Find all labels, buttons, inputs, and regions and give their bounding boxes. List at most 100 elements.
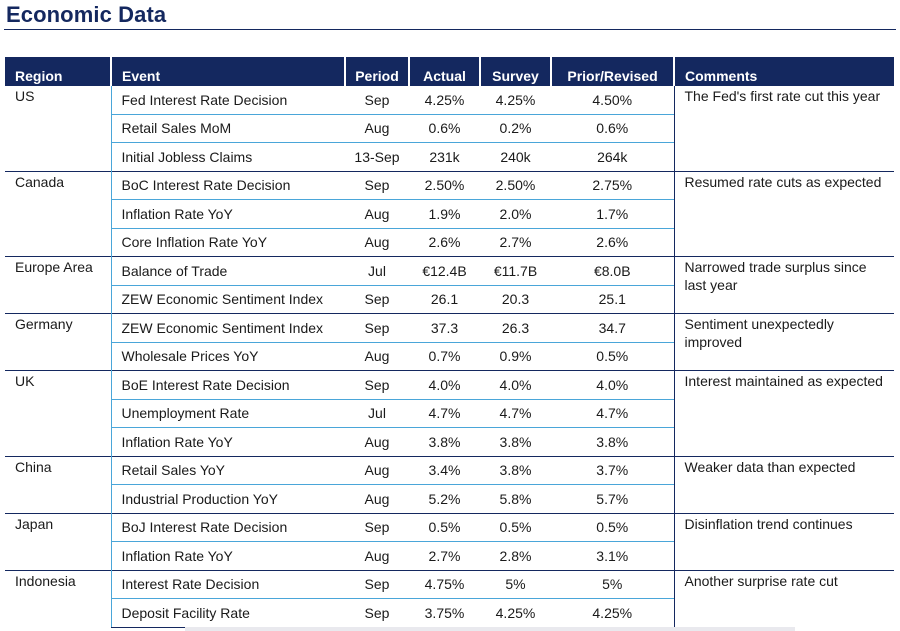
table-row: Canada BoC Interest Rate Decision Sep 2.50%… bbox=[5, 170, 894, 257]
event-cell: Initial Jobless Claims bbox=[110, 142, 345, 171]
prior-revised-cell: 0.6% bbox=[551, 113, 674, 143]
actual-cell: 231k bbox=[409, 142, 480, 171]
actual-cell: 2.6% bbox=[409, 227, 480, 257]
survey-cell: 4.0% bbox=[480, 370, 551, 399]
survey-cell: 4.7% bbox=[480, 398, 551, 428]
prior-revised-cell: 5% bbox=[551, 569, 674, 599]
column-header-region: Region bbox=[5, 57, 112, 86]
event-cell: Deposit Facility Rate bbox=[110, 598, 345, 628]
prior-revised-cell: 25.1 bbox=[551, 284, 674, 314]
event-cell: ZEW Economic Sentiment Index bbox=[110, 284, 345, 314]
period-cell: Sep bbox=[345, 85, 409, 114]
event-cell: Core Inflation Rate YoY bbox=[110, 227, 345, 257]
survey-cell: 5% bbox=[480, 569, 551, 599]
event-cell: BoJ Interest Rate Decision bbox=[110, 512, 345, 542]
survey-cell: 0.2% bbox=[480, 113, 551, 143]
horizontal-scrollbar-hint bbox=[185, 627, 795, 631]
table-body: US Fed Interest Rate Decision Sep 4.25% 4.25… bbox=[5, 85, 894, 628]
table-row: UK BoE Interest Rate Decision Sep 4.0% 4.0% 4… bbox=[5, 370, 894, 456]
region-cell: Canada bbox=[5, 170, 111, 257]
survey-cell: 0.5% bbox=[480, 512, 551, 542]
column-header-prior-revised: Prior/Revised bbox=[551, 57, 675, 86]
survey-cell: 2.0% bbox=[480, 199, 551, 228]
column-header-actual: Actual bbox=[409, 57, 481, 86]
survey-cell: 3.8% bbox=[480, 427, 551, 456]
period-cell: 13-Sep bbox=[345, 142, 409, 171]
table-row: Unemployment Rate Jul 4.7% 4.7% 4.7% bbox=[5, 398, 894, 428]
prior-revised-cell: €8.0B bbox=[551, 256, 674, 285]
comment-cell: Interest maintained as expected bbox=[673, 370, 894, 456]
table-row: Inflation Rate YoY Aug 1.9% 2.0% 1.7% bbox=[5, 199, 894, 228]
prior-revised-cell: 3.7% bbox=[551, 455, 674, 485]
period-cell: Sep bbox=[345, 598, 409, 628]
period-cell: Aug bbox=[345, 341, 409, 371]
survey-cell: 240k bbox=[480, 142, 551, 171]
table-row: Japan BoJ Interest Rate Decision Sep 0.5% 0.… bbox=[5, 512, 894, 570]
event-cell: Inflation Rate YoY bbox=[110, 541, 345, 570]
table-row: Europe Area Balance of Trade Jul €12.4B €11.… bbox=[5, 256, 894, 314]
table-row: US Fed Interest Rate Decision Sep 4.25% 4.25… bbox=[5, 85, 894, 171]
prior-revised-cell: 264k bbox=[551, 142, 674, 171]
actual-cell: 26.1 bbox=[409, 284, 480, 314]
event-cell: Interest Rate Decision bbox=[110, 569, 345, 599]
actual-cell: 2.50% bbox=[409, 170, 480, 200]
prior-revised-cell: 0.5% bbox=[551, 512, 674, 542]
period-cell: Aug bbox=[345, 541, 409, 570]
actual-cell: 3.75% bbox=[409, 598, 480, 628]
comment-cell: The Fed's first rate cut this year bbox=[673, 85, 894, 171]
period-cell: Sep bbox=[345, 284, 409, 314]
event-cell: Retail Sales YoY bbox=[110, 455, 345, 485]
comment-cell: Disinflation trend continues bbox=[673, 512, 894, 570]
prior-revised-cell: 34.7 bbox=[551, 313, 674, 342]
period-cell: Aug bbox=[345, 113, 409, 143]
actual-cell: 0.5% bbox=[409, 512, 480, 542]
region-cell: Europe Area bbox=[5, 256, 111, 314]
prior-revised-cell: 3.1% bbox=[551, 541, 674, 570]
period-cell: Jul bbox=[345, 398, 409, 428]
period-cell: Aug bbox=[345, 227, 409, 257]
period-cell: Sep bbox=[345, 512, 409, 542]
title-underline bbox=[4, 29, 896, 30]
actual-cell: 2.7% bbox=[409, 541, 480, 570]
event-cell: Balance of Trade bbox=[110, 256, 345, 285]
table-row: Industrial Production YoY Aug 5.2% 5.8% 5.7% bbox=[5, 484, 894, 513]
survey-cell: 20.3 bbox=[480, 284, 551, 314]
table-row: ZEW Economic Sentiment Index Sep 26.1 20.3 2… bbox=[5, 284, 894, 314]
event-cell: Unemployment Rate bbox=[110, 398, 345, 428]
column-header-event: Event bbox=[111, 57, 346, 86]
survey-cell: 2.50% bbox=[480, 170, 551, 200]
table-row: Retail Sales MoM Aug 0.6% 0.2% 0.6% bbox=[5, 113, 894, 143]
comment-cell: Narrowed trade surplus since last year bbox=[673, 256, 894, 314]
column-header-survey: Survey bbox=[480, 57, 552, 86]
prior-revised-cell: 2.75% bbox=[551, 170, 674, 200]
prior-revised-cell: 4.0% bbox=[551, 370, 674, 399]
event-cell: Fed Interest Rate Decision bbox=[110, 85, 345, 114]
prior-revised-cell: 4.25% bbox=[551, 598, 674, 628]
actual-cell: 5.2% bbox=[409, 484, 480, 513]
prior-revised-cell: 3.8% bbox=[551, 427, 674, 456]
table-row: Germany ZEW Economic Sentiment Index Sep 37… bbox=[5, 313, 894, 371]
region-cell: Japan bbox=[5, 512, 111, 570]
table-row: Initial Jobless Claims 13-Sep 231k 240k 264k bbox=[5, 142, 894, 171]
region-cell: UK bbox=[5, 370, 111, 456]
comment-cell: Resumed rate cuts as expected bbox=[673, 170, 894, 257]
table-row: Core Inflation Rate YoY Aug 2.6% 2.7% 2.6% bbox=[5, 227, 894, 257]
region-cell: US bbox=[5, 85, 111, 171]
actual-cell: 4.0% bbox=[409, 370, 480, 399]
period-cell: Sep bbox=[345, 313, 409, 342]
prior-revised-cell: 1.7% bbox=[551, 199, 674, 228]
survey-cell: €11.7B bbox=[480, 256, 551, 285]
actual-cell: 3.4% bbox=[409, 455, 480, 485]
event-cell: Industrial Production YoY bbox=[110, 484, 345, 513]
event-cell: ZEW Economic Sentiment Index bbox=[110, 313, 345, 342]
prior-revised-cell: 4.50% bbox=[551, 85, 674, 114]
column-header-comments: Comments bbox=[674, 57, 894, 86]
period-cell: Aug bbox=[345, 199, 409, 228]
period-cell: Sep bbox=[345, 569, 409, 599]
prior-revised-cell: 5.7% bbox=[551, 484, 674, 513]
column-header-period: Period bbox=[345, 57, 410, 86]
prior-revised-cell: 2.6% bbox=[551, 227, 674, 257]
prior-revised-cell: 0.5% bbox=[551, 341, 674, 371]
region-cell: Indonesia bbox=[5, 569, 111, 627]
survey-cell: 0.9% bbox=[480, 341, 551, 371]
